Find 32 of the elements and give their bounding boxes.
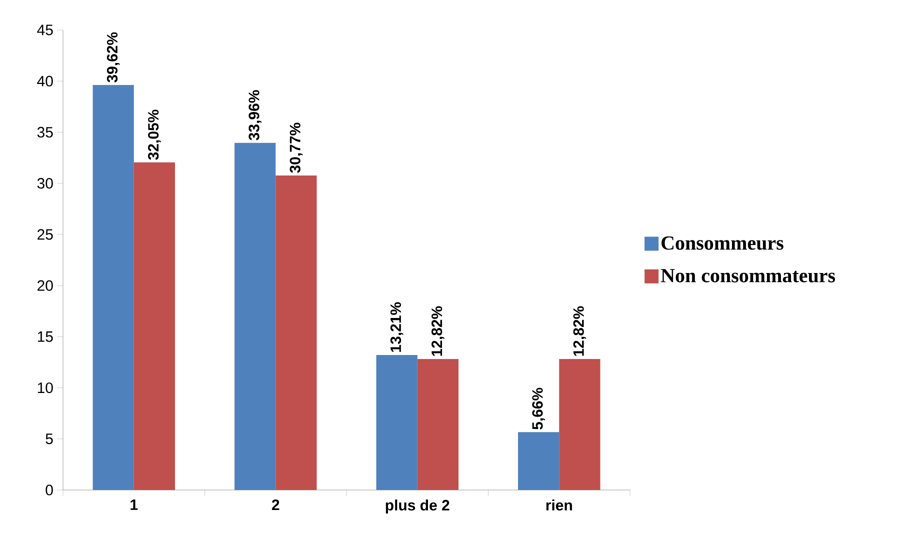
bar xyxy=(518,432,560,490)
data-label: 12,82% xyxy=(573,306,586,356)
y-tick-label: 45 xyxy=(37,24,53,36)
legend-label: Non consommateurs xyxy=(660,269,836,282)
y-tick-label: 15 xyxy=(38,331,53,342)
x-tick-label: 2 xyxy=(272,500,280,510)
data-label: 12,82% xyxy=(432,306,444,356)
bar xyxy=(134,162,175,490)
legend-label: Consommeurs xyxy=(662,236,784,250)
bar xyxy=(417,358,458,490)
x-tick-label: rien xyxy=(546,500,572,511)
x-tick-label: plus de 2 xyxy=(386,500,450,514)
bar xyxy=(376,354,418,490)
data-label: 13,21% xyxy=(390,302,404,352)
y-tick-label: 30 xyxy=(37,178,53,189)
data-label: 32,05% xyxy=(148,110,161,160)
y-tick-label: 5 xyxy=(46,434,53,444)
bar xyxy=(92,84,134,490)
data-label: 33,96% xyxy=(248,90,262,140)
y-tick-label: 10 xyxy=(38,382,53,394)
data-label: 39,62% xyxy=(106,32,120,82)
y-tick-label: 0 xyxy=(46,484,53,496)
bar xyxy=(234,142,276,490)
y-tick-label: 35 xyxy=(37,126,53,138)
y-tick-label: 40 xyxy=(37,76,53,86)
data-label: 30,77% xyxy=(290,122,303,173)
y-tick-label: 20 xyxy=(38,280,53,291)
bar xyxy=(559,358,600,490)
data-label: 5,66% xyxy=(532,388,545,430)
x-tick-label: 1 xyxy=(130,500,138,510)
y-tick-label: 25 xyxy=(38,229,53,240)
bar xyxy=(276,175,317,490)
